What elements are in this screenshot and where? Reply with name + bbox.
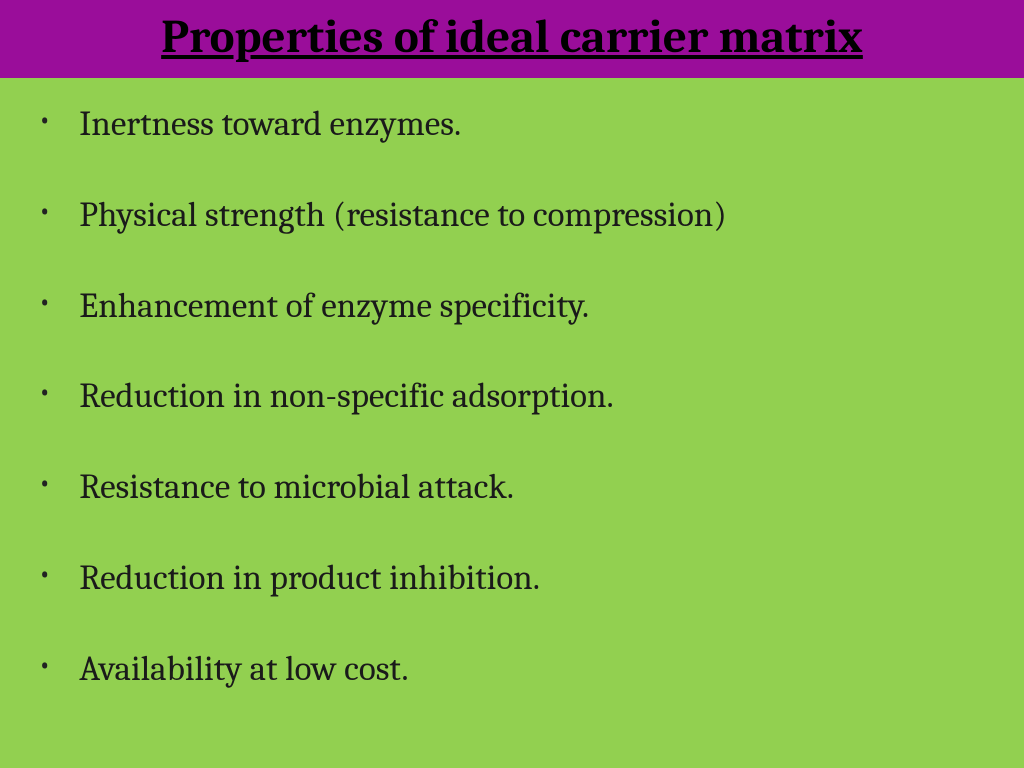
bullet-icon: • — [38, 647, 51, 683]
list-item: • Resistance to microbial attack. — [30, 465, 994, 509]
list-item: • Availability at low cost. — [30, 647, 994, 691]
bullet-icon: • — [38, 465, 51, 501]
bullet-icon: • — [38, 193, 51, 229]
list-item-text: Availability at low cost. — [79, 647, 408, 691]
list-item-text: Enhancement of enzyme specificity. — [79, 284, 589, 328]
list-item: • Reduction in product inhibition. — [30, 556, 994, 600]
list-item-text: Physical strength (resistance to compres… — [79, 193, 726, 237]
list-item: • Inertness toward enzymes. — [30, 102, 994, 146]
bullet-icon: • — [38, 284, 51, 320]
list-item: • Physical strength (resistance to compr… — [30, 193, 994, 237]
title-bar: Properties of ideal carrier matrix — [0, 0, 1024, 78]
bullet-icon: • — [38, 556, 51, 592]
list-item-text: Inertness toward enzymes. — [79, 102, 461, 146]
bullet-icon: • — [38, 374, 51, 410]
content-area: • Inertness toward enzymes. • Physical s… — [0, 78, 1024, 690]
list-item-text: Resistance to microbial attack. — [79, 465, 514, 509]
list-item-text: Reduction in non-specific adsorption. — [79, 374, 613, 418]
list-item: • Reduction in non-specific adsorption. — [30, 374, 994, 418]
slide-title: Properties of ideal carrier matrix — [161, 10, 863, 64]
bullet-list: • Inertness toward enzymes. • Physical s… — [30, 102, 994, 690]
list-item-text: Reduction in product inhibition. — [79, 556, 540, 600]
bullet-icon: • — [38, 102, 51, 138]
list-item: • Enhancement of enzyme specificity. — [30, 284, 994, 328]
